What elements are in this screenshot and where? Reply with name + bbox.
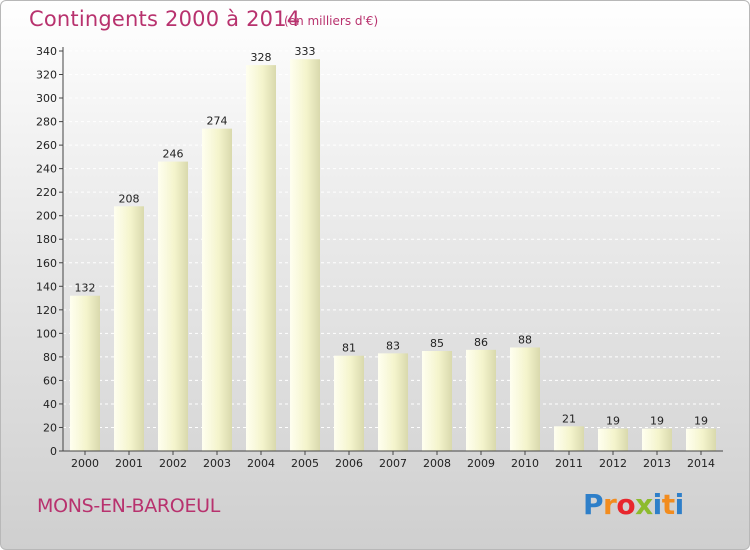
x-tick-label: 2011 <box>555 457 583 470</box>
y-tick-label: 80 <box>43 351 57 364</box>
bar <box>290 59 320 452</box>
commune-name: MONS-EN-BAROEUL <box>37 495 221 517</box>
bar <box>334 355 364 451</box>
x-tick-label: 2008 <box>423 457 451 470</box>
bar-value-label: 19 <box>606 415 620 428</box>
bar-value-label: 333 <box>295 45 316 58</box>
bar <box>70 295 100 451</box>
bar-value-label: 132 <box>75 282 96 295</box>
x-tick-label: 2014 <box>687 457 715 470</box>
bar-value-label: 246 <box>163 148 184 161</box>
x-tick-label: 2006 <box>335 457 363 470</box>
x-tick-label: 2004 <box>247 457 275 470</box>
bar-value-label: 21 <box>562 412 576 425</box>
y-tick-label: 280 <box>36 116 57 129</box>
chart-subtitle: (en milliers d'€) <box>284 14 379 28</box>
y-tick-label: 320 <box>36 69 57 82</box>
bar-value-label: 19 <box>650 415 664 428</box>
x-tick-label: 2013 <box>643 457 671 470</box>
x-tick-label: 2000 <box>71 457 99 470</box>
bar <box>642 428 672 451</box>
logo-letter: P <box>583 488 604 521</box>
bars: 132 208 246 274 328 333 81 83 85 86 88 21 19 19 19 <box>70 45 716 452</box>
y-tick-label: 340 <box>36 45 57 58</box>
y-tick-label: 260 <box>36 139 57 152</box>
y-tick-label: 180 <box>36 233 57 246</box>
y-tick-label: 300 <box>36 92 57 105</box>
y-tick-label: 40 <box>43 398 57 411</box>
logo-letter: i <box>674 488 685 521</box>
y-tick-label: 140 <box>36 280 57 293</box>
y-tick-label: 240 <box>36 163 57 176</box>
proxiti-logo: Proxiti <box>583 488 684 521</box>
bar <box>554 426 584 451</box>
x-tick-label: 2002 <box>159 457 187 470</box>
bar-value-label: 81 <box>342 342 356 355</box>
bar <box>598 428 628 451</box>
x-tick-label: 2007 <box>379 457 407 470</box>
bar-value-label: 85 <box>430 337 444 350</box>
bar <box>686 428 716 451</box>
logo-letter: t <box>661 488 675 521</box>
y-tick-label: 20 <box>43 421 57 434</box>
x-tick-label: 2009 <box>467 457 495 470</box>
chart-title: Contingents 2000 à 2014 <box>29 7 301 31</box>
logo-letter: o <box>616 488 636 521</box>
bar <box>378 353 408 451</box>
bar-value-label: 86 <box>474 336 488 349</box>
y-tick-label: 220 <box>36 186 57 199</box>
bar <box>202 128 232 451</box>
bar <box>158 161 188 451</box>
axes: 0 20 40 60 80 100 120 140 160 180 200 220 240 260 280 3… <box>36 45 723 470</box>
x-tick-label: 2005 <box>291 457 319 470</box>
bar <box>114 206 144 451</box>
bar-value-label: 328 <box>251 51 272 64</box>
x-tick-label: 2003 <box>203 457 231 470</box>
bar-value-label: 274 <box>207 115 228 128</box>
logo-letter: r <box>603 488 617 521</box>
bar-value-label: 88 <box>518 333 532 346</box>
x-tick-label: 2012 <box>599 457 627 470</box>
y-tick-label: 160 <box>36 257 57 270</box>
logo-letter: x <box>635 488 653 521</box>
bar <box>510 347 540 451</box>
y-tick-label: 100 <box>36 327 57 340</box>
y-tick-label: 60 <box>43 374 57 387</box>
x-tick-label: 2010 <box>511 457 539 470</box>
y-tick-label: 120 <box>36 304 57 317</box>
logo-letter: i <box>652 488 663 521</box>
bar-value-label: 83 <box>386 339 400 352</box>
y-tick-label: 0 <box>50 445 57 458</box>
bar <box>466 349 496 451</box>
x-tick-label: 2001 <box>115 457 143 470</box>
bar <box>422 351 452 451</box>
bar <box>246 65 276 451</box>
bar-value-label: 208 <box>119 192 140 205</box>
bar-value-label: 19 <box>694 415 708 428</box>
y-tick-label: 200 <box>36 210 57 223</box>
